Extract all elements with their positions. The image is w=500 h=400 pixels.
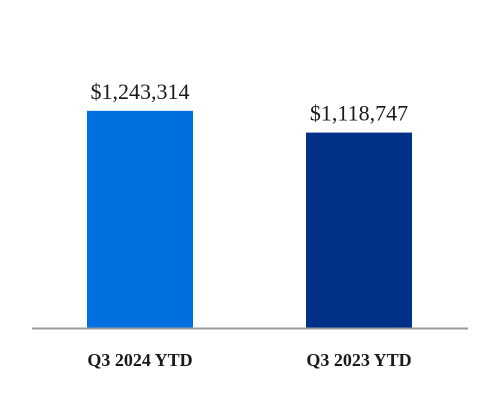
data-label-1: $1,243,314	[91, 79, 190, 104]
data-labels-group: $1,243,314 $1,118,747	[91, 79, 409, 126]
bar-1	[87, 110, 193, 328]
data-label-2: $1,118,747	[310, 101, 408, 126]
category-label-1: Q3 2024 YTD	[87, 350, 192, 370]
category-label-2: Q3 2023 YTD	[306, 350, 411, 370]
bar-2	[306, 132, 412, 328]
bars-group	[87, 110, 412, 328]
category-labels-group: Q3 2024 YTD Q3 2023 YTD	[87, 350, 411, 370]
